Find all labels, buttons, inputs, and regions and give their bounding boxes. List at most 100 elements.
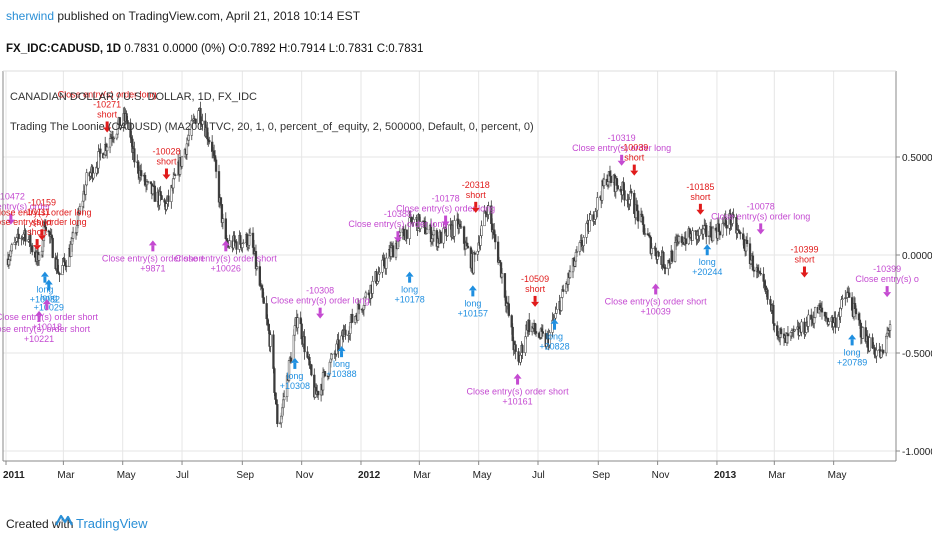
candle-body	[180, 156, 184, 167]
candle-body	[841, 298, 844, 300]
ohlc-line: FX_IDC:CADUSD, 1D 0.7831 0.0000 (0%) O:0…	[6, 43, 423, 55]
arrow-up-stem	[654, 288, 658, 295]
candle-body	[419, 221, 422, 230]
chart[interactable]: -10472Close entry(s) order-10111Close en…	[0, 66, 932, 496]
arrow-up-icon	[703, 244, 712, 250]
candle-body	[453, 220, 456, 237]
arrow-down-icon	[474, 201, 478, 208]
candle-body	[643, 233, 647, 235]
y-tick-label: 0.5000	[902, 153, 932, 164]
candle-body	[160, 195, 163, 200]
annotation-label: -10388	[384, 209, 412, 219]
candle-body	[585, 223, 588, 238]
candle-body	[65, 265, 68, 267]
annotation-label: -10509	[521, 274, 549, 284]
candle-body	[140, 170, 143, 177]
annotation-label: -10399	[790, 245, 818, 255]
annotation-label: long	[699, 257, 716, 267]
x-tick-label: May	[828, 470, 847, 481]
chart-title: CANADIAN DOLLAR / U.S. DOLLAR, 1D, FX_ID…	[10, 91, 257, 103]
annotation-label: Close entry(s) o	[855, 274, 919, 284]
candle-body	[248, 232, 252, 236]
annotation-label: short	[27, 227, 48, 237]
candle-body	[289, 357, 293, 362]
arrow-down-icon	[318, 307, 322, 314]
trade-annotation-long: long+10082	[30, 271, 60, 305]
candle-body	[296, 317, 299, 329]
candle-body	[820, 307, 824, 313]
candle-body	[554, 313, 557, 319]
annotation-label: +10039	[641, 306, 671, 316]
tradingview-brand[interactable]: TradingView	[76, 516, 148, 531]
candle-body	[827, 321, 830, 325]
trade-annotation-close: Close entry(s) order short+10161	[467, 373, 569, 407]
candle-body	[534, 331, 538, 334]
candle-body	[337, 339, 340, 351]
created-with-label: Created with	[6, 517, 74, 531]
candle-body	[514, 344, 517, 352]
candle-body	[711, 227, 715, 242]
candle-body	[255, 266, 259, 269]
candle-body	[37, 254, 41, 261]
candle-body	[759, 273, 762, 275]
candle-body	[882, 349, 885, 354]
candle-body	[650, 248, 653, 254]
trade-annotation-long: long+20789	[837, 334, 867, 367]
candle-body	[528, 319, 531, 333]
candle-body	[412, 219, 415, 223]
candle-body	[310, 364, 313, 376]
arrow-down-head	[531, 301, 540, 307]
candle-body	[262, 297, 265, 304]
annotation-label: Close entry(s) order long	[348, 219, 447, 229]
candle-body	[221, 218, 225, 223]
candle-body	[402, 228, 405, 237]
x-tick-label: Mar	[768, 470, 786, 481]
annotation-label: short	[97, 109, 118, 119]
candle-body	[153, 185, 156, 202]
arrow-down-icon	[35, 239, 39, 246]
candle-body	[167, 195, 170, 202]
candle-body	[616, 185, 619, 190]
arrow-down-icon	[533, 295, 537, 302]
candle-body	[602, 178, 606, 186]
candle-body	[630, 190, 633, 194]
study-label: Trading The Loonie (CADUSD) (MA200, TVC,…	[10, 121, 534, 133]
annotation-label: long	[401, 285, 418, 295]
annotation-label: long	[40, 293, 57, 303]
arrow-up-icon	[35, 310, 44, 316]
candle-body	[273, 368, 276, 393]
candle-body	[745, 239, 749, 244]
author-link[interactable]: sherwind	[6, 9, 55, 23]
candle-body	[381, 259, 384, 273]
candle-body	[680, 236, 684, 243]
candle-body	[201, 120, 204, 125]
y-tick-label: 0.0000	[902, 251, 932, 262]
candle-body	[330, 354, 333, 360]
x-tick-label: Sep	[236, 470, 254, 481]
candle-body	[677, 236, 681, 243]
arrow-up-icon	[337, 346, 346, 352]
arrow-down-icon	[9, 213, 13, 220]
candle-body	[766, 289, 769, 300]
annotation-label: short	[794, 255, 815, 265]
candle-body	[793, 329, 796, 332]
arrow-down-head	[630, 170, 639, 176]
annotation-label: +20828	[539, 342, 569, 352]
arrow-down-icon	[632, 164, 636, 171]
trade-annotation-close: Close entry(s) order short+10026	[175, 240, 277, 273]
annotation-label: +10178	[394, 295, 424, 305]
annotation-label: Close entry(s) order	[0, 202, 51, 212]
annotation-label: Close entry(s) order long	[396, 204, 495, 214]
candle-body	[718, 231, 722, 236]
candle-body	[762, 273, 765, 282]
annotation-label: +10157	[458, 308, 488, 318]
candle-body	[609, 175, 613, 183]
tradingview-logo-icon[interactable]	[55, 511, 73, 529]
time-axis[interactable]: 2011 Mar May Jul Sep Nov 2012 Mar May Jul Sep Nov 20…	[3, 461, 847, 481]
candle-body	[272, 334, 275, 369]
price-axis[interactable]: 0.5000 0.0000 -0.5000 -1.0000	[896, 153, 932, 458]
annotation-label: -10185	[686, 182, 714, 192]
